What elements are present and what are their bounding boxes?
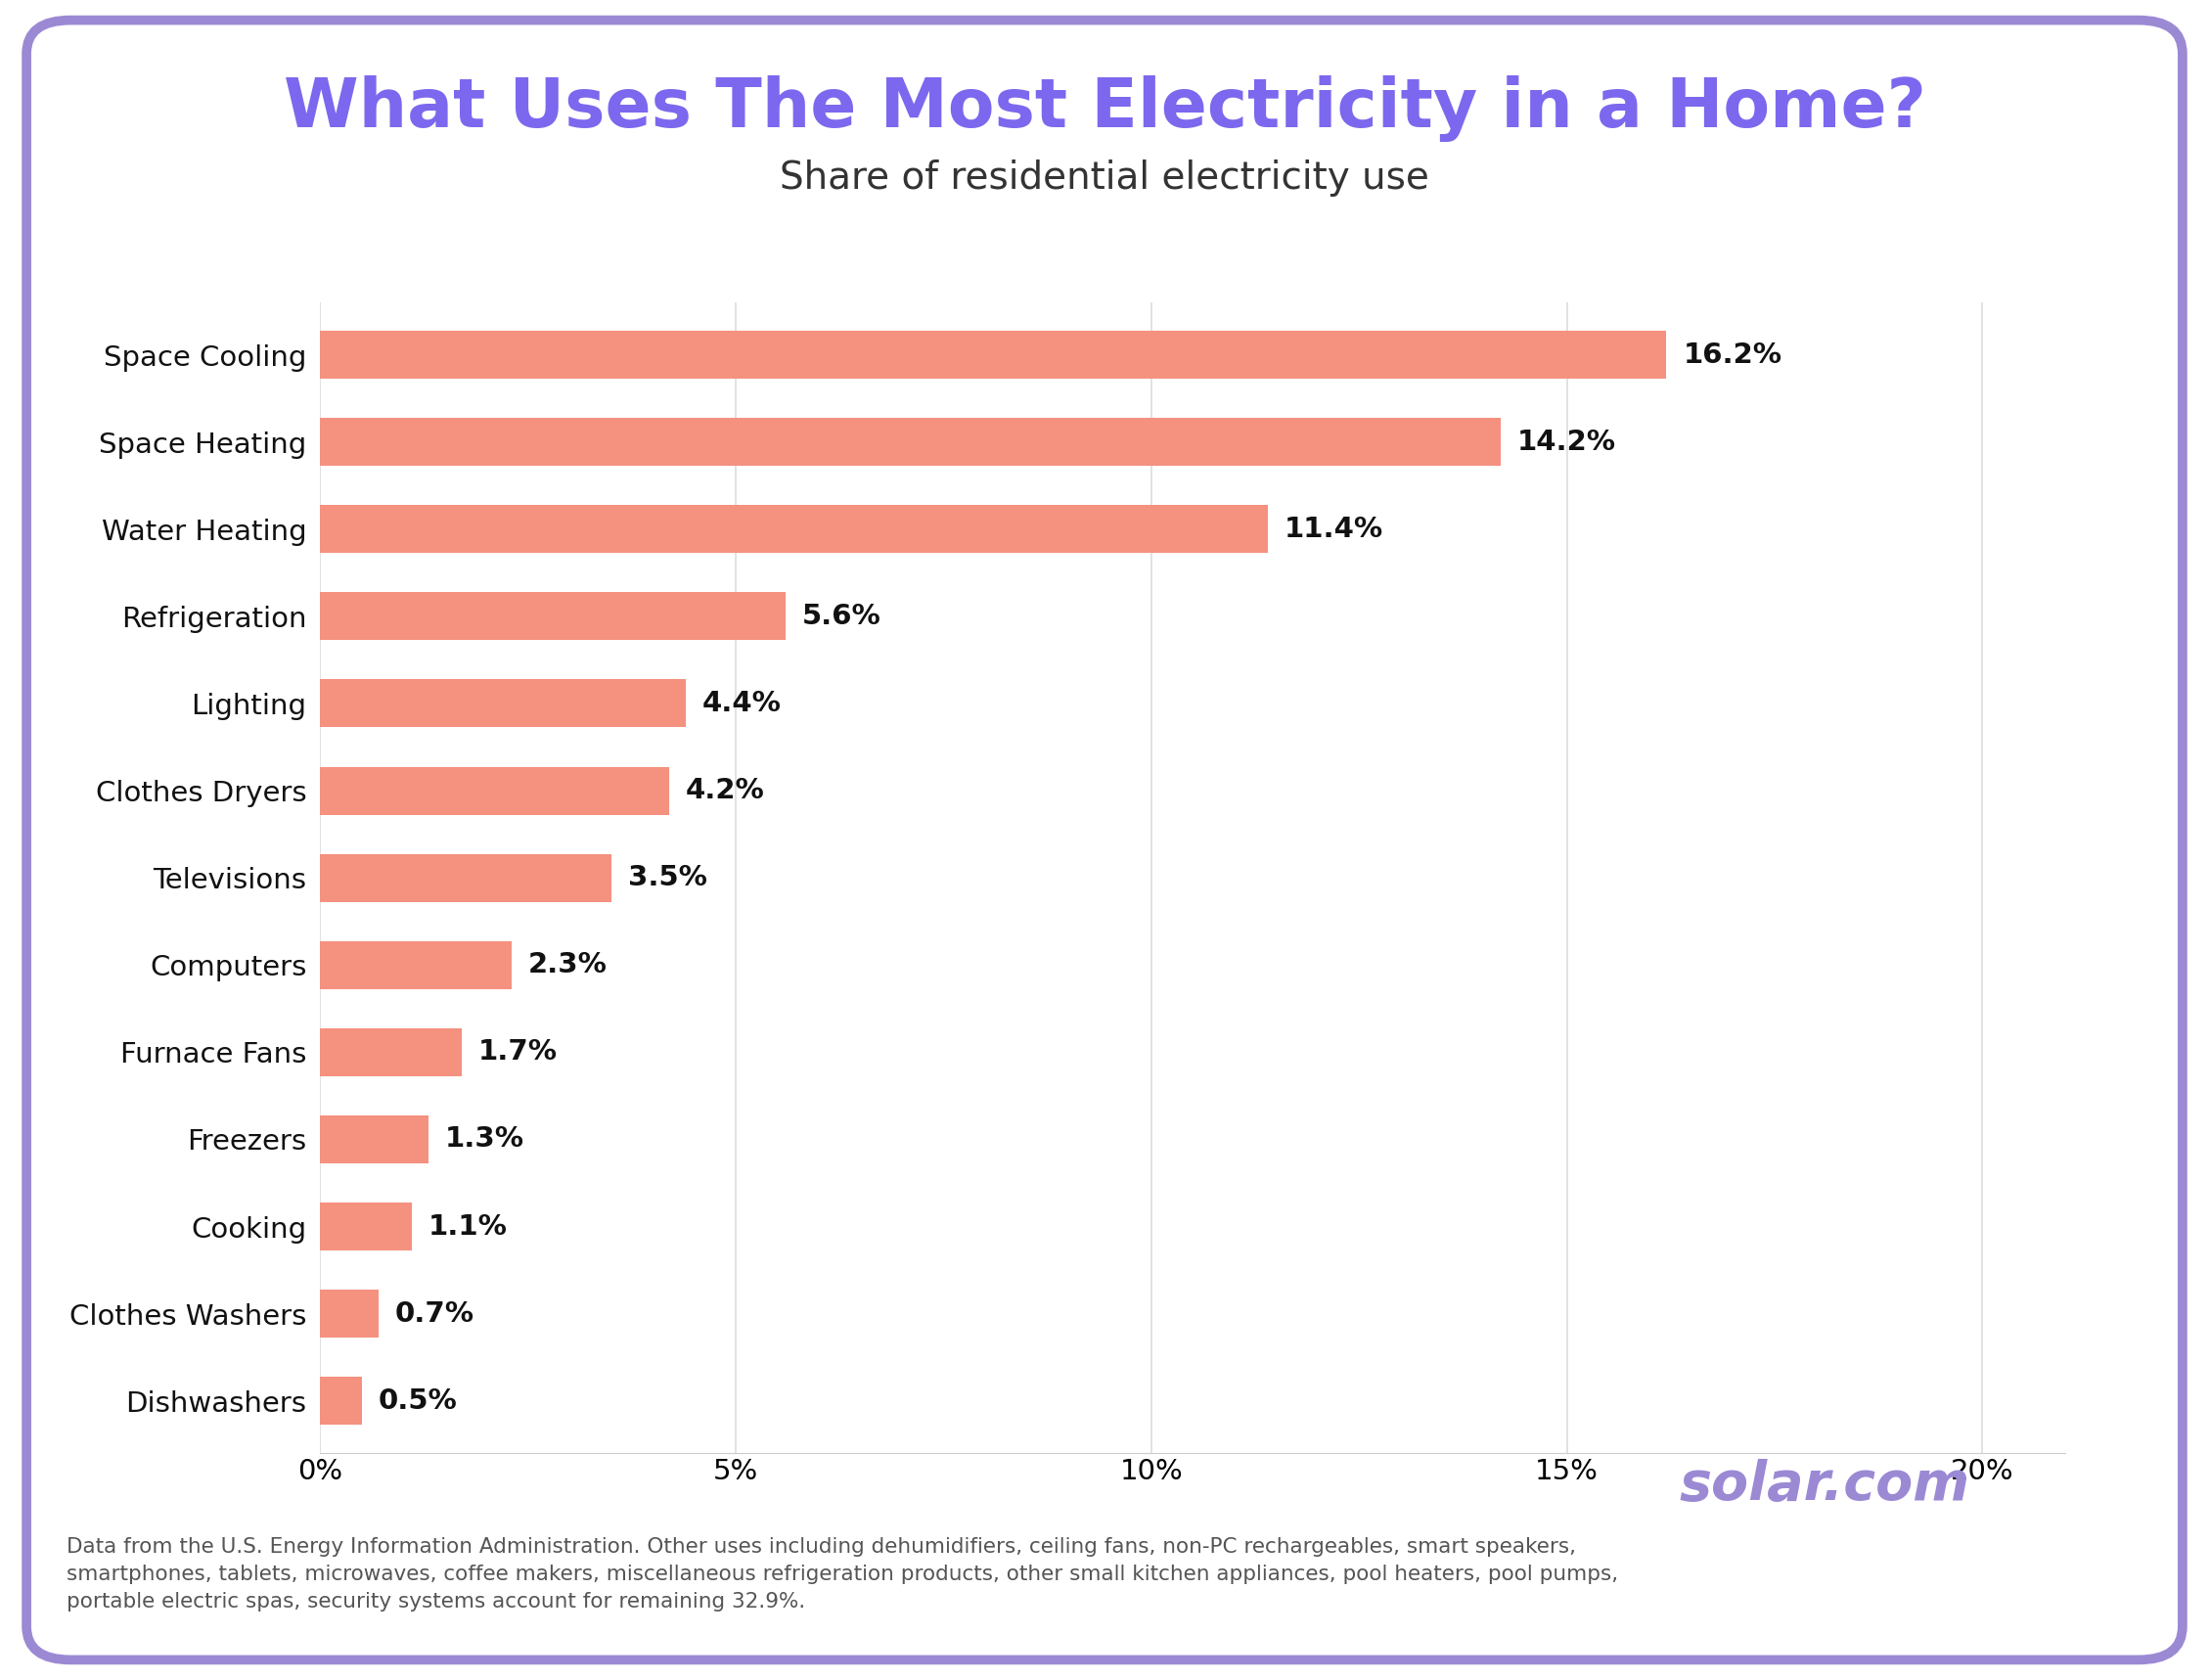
Bar	[320, 1378, 362, 1425]
Text: 5.6%: 5.6%	[802, 603, 881, 630]
Text: 3.5%: 3.5%	[627, 864, 707, 892]
Bar	[320, 853, 612, 902]
Bar	[320, 941, 512, 990]
Text: solar.com: solar.com	[1679, 1460, 1970, 1512]
Text: 1.1%: 1.1%	[429, 1213, 508, 1240]
Bar	[320, 679, 687, 727]
Text: 14.2%: 14.2%	[1518, 428, 1615, 455]
Bar	[320, 1116, 429, 1163]
Text: 1.3%: 1.3%	[444, 1126, 524, 1152]
Bar	[320, 1203, 411, 1250]
Bar	[320, 766, 669, 815]
Bar	[320, 418, 1500, 465]
Bar	[320, 1028, 462, 1077]
Text: 4.2%: 4.2%	[687, 776, 764, 805]
Text: Share of residential electricity use: Share of residential electricity use	[780, 160, 1429, 197]
Text: 0.5%: 0.5%	[378, 1388, 457, 1415]
Text: 1.7%: 1.7%	[477, 1038, 557, 1065]
Text: Data from the U.S. Energy Information Administration. Other uses including dehum: Data from the U.S. Energy Information Ad…	[66, 1537, 1617, 1611]
Text: 0.7%: 0.7%	[395, 1300, 475, 1327]
Text: 2.3%: 2.3%	[528, 951, 607, 979]
Text: What Uses The Most Electricity in a Home?: What Uses The Most Electricity in a Home…	[283, 76, 1926, 143]
Text: 11.4%: 11.4%	[1283, 516, 1383, 543]
Text: 16.2%: 16.2%	[1683, 341, 1783, 368]
Bar	[320, 331, 1666, 378]
Text: 4.4%: 4.4%	[702, 690, 782, 717]
Bar	[320, 593, 786, 640]
Bar	[320, 506, 1268, 553]
Bar	[320, 1290, 378, 1337]
